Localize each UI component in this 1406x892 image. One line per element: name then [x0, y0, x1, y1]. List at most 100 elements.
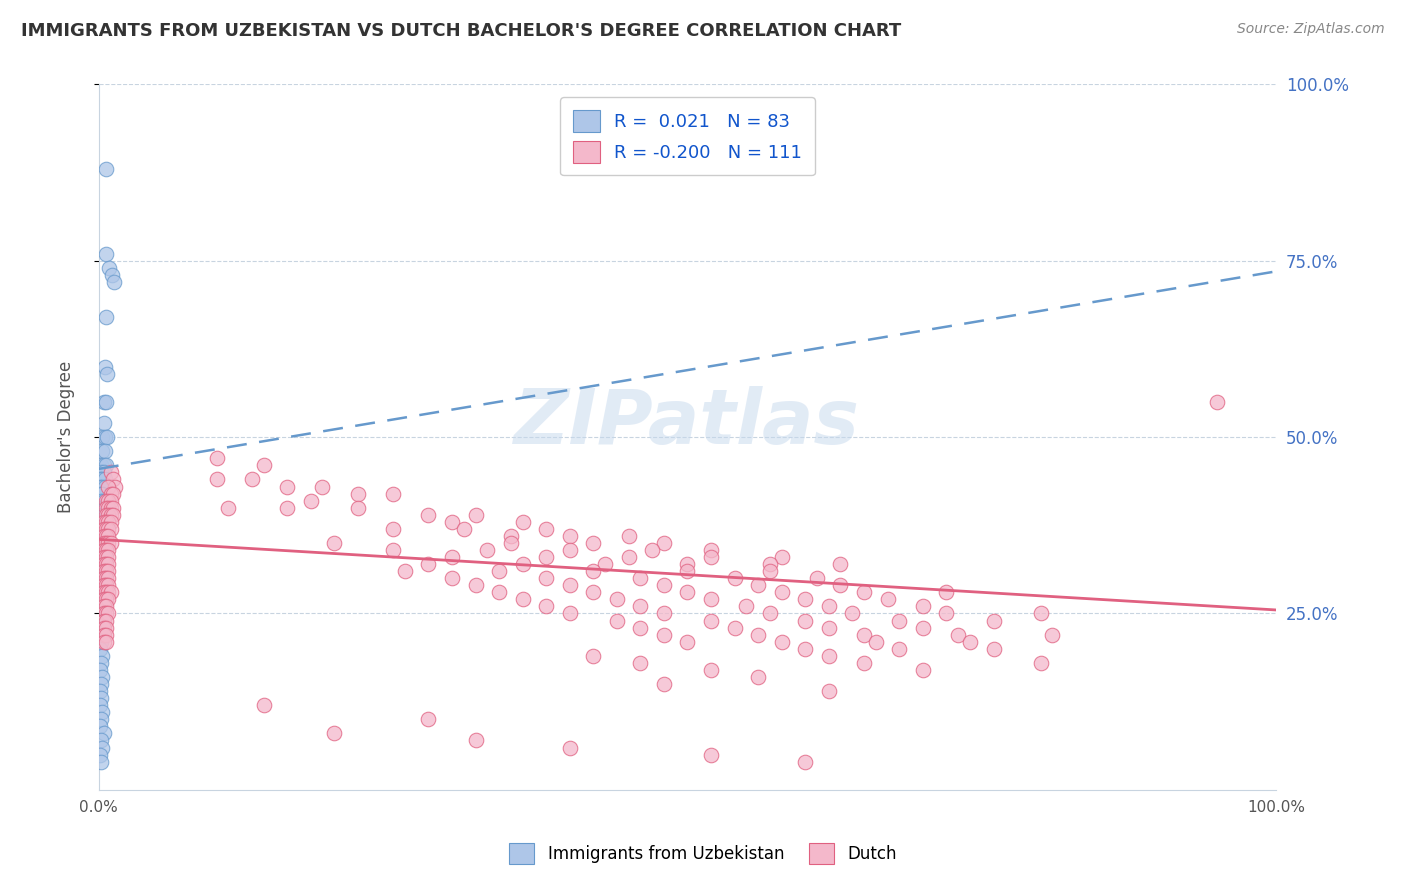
- Point: [100, 522, 122, 536]
- Point: [104, 479, 127, 493]
- Point: [94, 627, 117, 641]
- Point: [90, 466, 112, 480]
- Point: [628, 656, 651, 670]
- Point: [93, 493, 115, 508]
- Point: [346, 486, 368, 500]
- Point: [948, 627, 970, 641]
- Point: [299, 493, 322, 508]
- Point: [93, 607, 115, 621]
- Point: [464, 733, 486, 747]
- Point: [101, 473, 124, 487]
- Text: Source: ZipAtlas.com: Source: ZipAtlas.com: [1237, 22, 1385, 37]
- Point: [628, 599, 651, 614]
- Point: [93, 536, 115, 550]
- Point: [534, 599, 557, 614]
- Point: [488, 585, 510, 599]
- Point: [90, 607, 112, 621]
- Point: [89, 614, 111, 628]
- Point: [935, 607, 957, 621]
- Point: [700, 543, 723, 558]
- Point: [1206, 395, 1229, 409]
- Point: [440, 515, 463, 529]
- Point: [94, 500, 117, 515]
- Point: [582, 585, 605, 599]
- Point: [93, 550, 115, 565]
- Point: [93, 515, 115, 529]
- Point: [700, 592, 723, 607]
- Point: [89, 486, 111, 500]
- Point: [100, 466, 122, 480]
- Point: [205, 473, 228, 487]
- Point: [91, 557, 114, 571]
- Point: [94, 310, 117, 325]
- Point: [89, 500, 111, 515]
- Point: [90, 508, 112, 522]
- Point: [93, 529, 115, 543]
- Point: [94, 557, 117, 571]
- Point: [90, 493, 112, 508]
- Point: [89, 684, 111, 698]
- Point: [93, 599, 115, 614]
- Point: [911, 621, 934, 635]
- Point: [453, 522, 475, 536]
- Point: [93, 578, 115, 592]
- Point: [252, 458, 274, 473]
- Point: [534, 522, 557, 536]
- Point: [464, 508, 486, 522]
- Point: [91, 571, 114, 585]
- Point: [558, 543, 581, 558]
- Point: [93, 508, 115, 522]
- Point: [103, 275, 125, 289]
- Point: [97, 607, 120, 621]
- Point: [91, 599, 114, 614]
- Point: [464, 578, 486, 592]
- Point: [96, 367, 118, 381]
- Point: [759, 557, 782, 571]
- Point: [770, 550, 793, 565]
- Point: [889, 641, 911, 656]
- Point: [100, 508, 122, 522]
- Point: [94, 578, 117, 592]
- Point: [94, 621, 117, 635]
- Point: [97, 493, 120, 508]
- Point: [652, 607, 675, 621]
- Point: [90, 733, 112, 747]
- Point: [90, 634, 112, 648]
- Point: [959, 634, 981, 648]
- Point: [323, 536, 346, 550]
- Point: [91, 444, 114, 458]
- Legend: Immigrants from Uzbekistan, Dutch: Immigrants from Uzbekistan, Dutch: [502, 837, 904, 871]
- Point: [93, 614, 115, 628]
- Point: [101, 500, 124, 515]
- Point: [311, 479, 333, 493]
- Point: [700, 614, 723, 628]
- Point: [89, 641, 111, 656]
- Point: [582, 648, 605, 663]
- Point: [90, 522, 112, 536]
- Point: [93, 627, 115, 641]
- Point: [90, 656, 112, 670]
- Point: [865, 634, 887, 648]
- Point: [97, 571, 120, 585]
- Point: [89, 627, 111, 641]
- Point: [617, 550, 640, 565]
- Point: [94, 550, 117, 565]
- Point: [94, 599, 117, 614]
- Point: [90, 677, 112, 691]
- Point: [217, 500, 239, 515]
- Point: [935, 585, 957, 599]
- Point: [93, 621, 115, 635]
- Y-axis label: Bachelor's Degree: Bachelor's Degree: [58, 361, 75, 513]
- Point: [817, 621, 839, 635]
- Point: [876, 592, 898, 607]
- Point: [94, 543, 117, 558]
- Point: [98, 260, 121, 275]
- Point: [723, 621, 745, 635]
- Point: [93, 430, 115, 444]
- Point: [97, 543, 120, 558]
- Point: [90, 458, 112, 473]
- Point: [440, 550, 463, 565]
- Point: [91, 479, 114, 493]
- Point: [100, 500, 122, 515]
- Point: [91, 585, 114, 599]
